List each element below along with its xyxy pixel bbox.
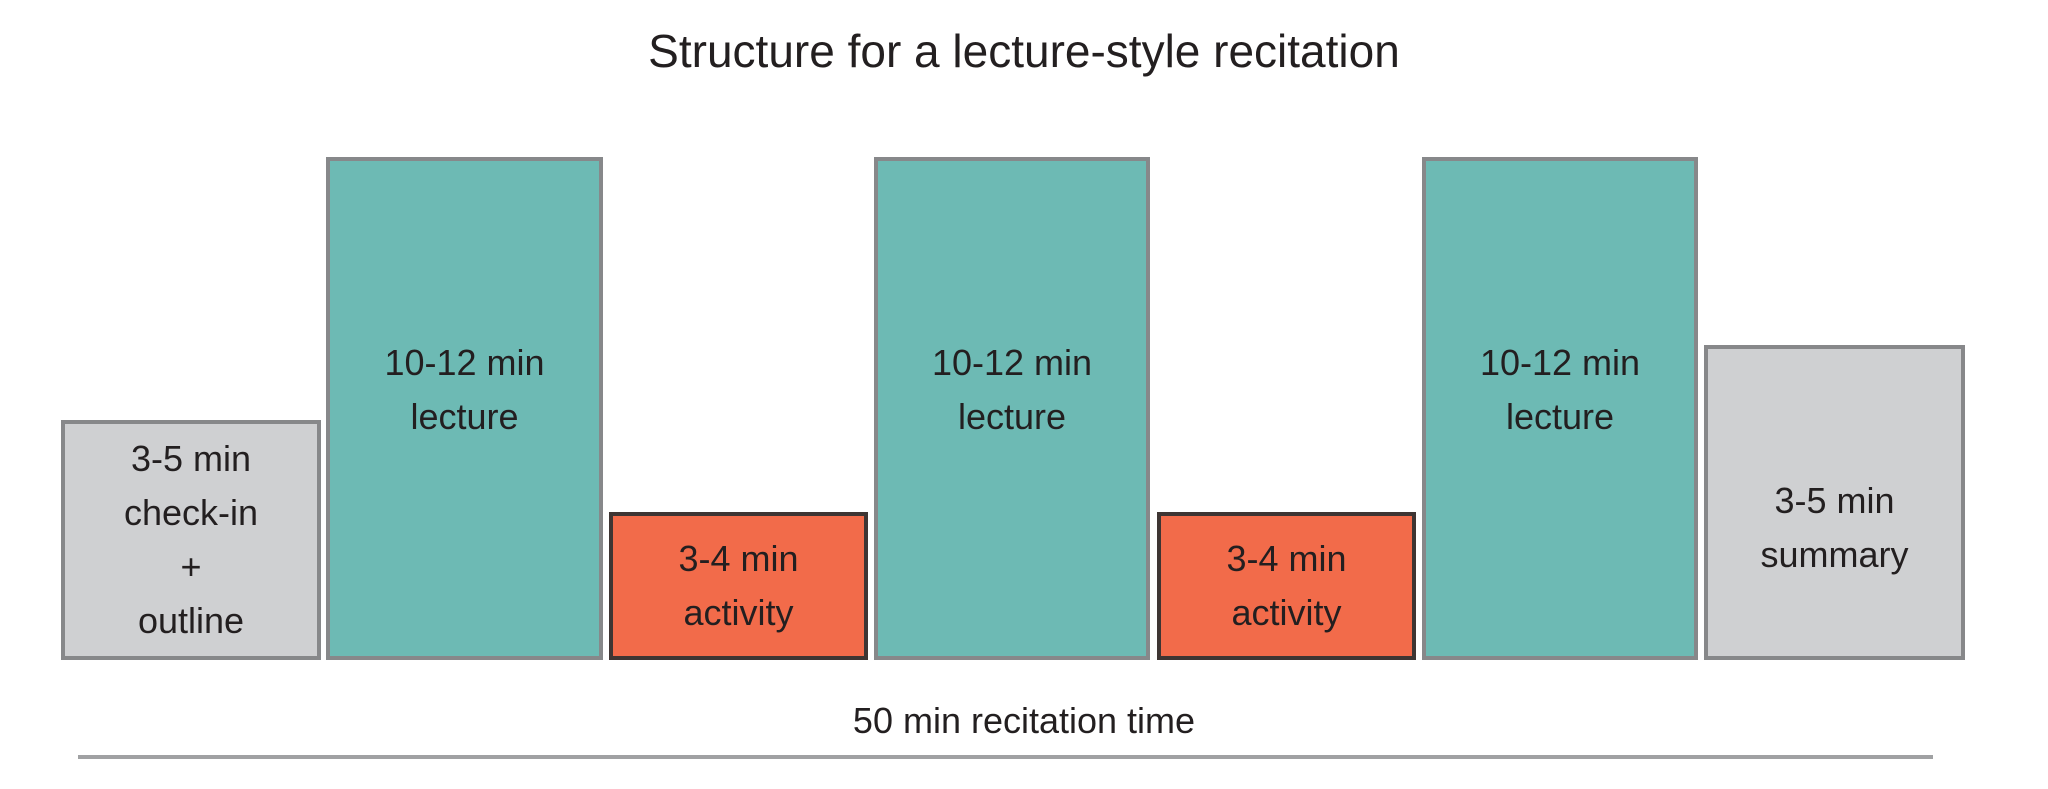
block-label: 10-12 min xyxy=(1479,342,1641,383)
timeline-rule xyxy=(78,755,1933,759)
lecture-block-3: 10-12 min lecture xyxy=(1422,157,1698,660)
block-label: + xyxy=(180,546,202,587)
summary-block: 3-5 min summary xyxy=(1704,345,1965,660)
diagram-title: Structure for a lecture-style recitation xyxy=(648,25,1400,77)
checkin-block: 3-5 min check-in + outline xyxy=(61,420,321,660)
activity-block-2: 3-4 min activity xyxy=(1157,512,1416,660)
block-label: outline xyxy=(137,600,245,641)
block-label: lecture xyxy=(1505,396,1615,437)
block-label: 3-4 min xyxy=(678,538,799,579)
block-label: 3-4 min xyxy=(1226,538,1347,579)
block-label: summary xyxy=(1760,533,1909,575)
lecture-block-2: 10-12 min lecture xyxy=(874,157,1150,660)
block-label: check-in xyxy=(123,492,259,533)
lecture-block-1: 10-12 min lecture xyxy=(326,157,603,660)
block-label: activity xyxy=(1231,592,1342,633)
block-label: activity xyxy=(683,592,794,633)
block-label: 10-12 min xyxy=(931,342,1093,383)
block-label: lecture xyxy=(957,396,1067,437)
total-time-label: 50 min recitation time xyxy=(852,700,1196,741)
block-label: lecture xyxy=(410,396,519,437)
block-label: 10-12 min xyxy=(384,342,545,383)
block-label: 3-5 min xyxy=(1774,479,1895,521)
activity-block-1: 3-4 min activity xyxy=(609,512,868,660)
block-label: 3-5 min xyxy=(130,438,252,479)
